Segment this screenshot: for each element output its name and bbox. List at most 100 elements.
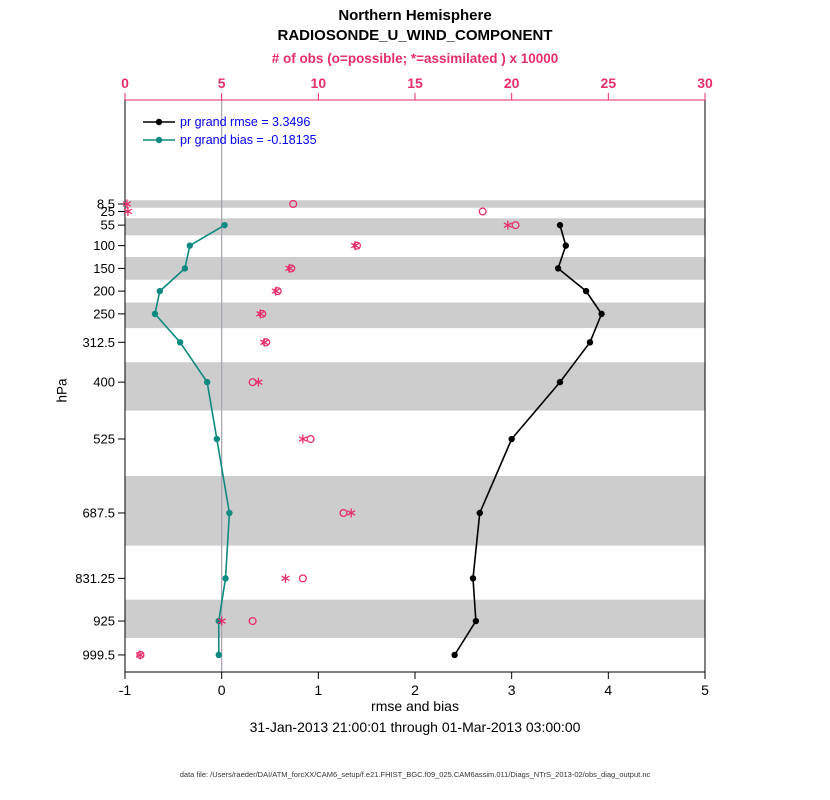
- x-tick-label: 1: [314, 682, 322, 698]
- level-band: [125, 362, 705, 411]
- y-tick-label: 525: [93, 432, 115, 447]
- rmse-point: [554, 265, 562, 272]
- chart-subtitle: RADIOSONDE_U_WIND_COMPONENT: [277, 27, 553, 44]
- rmse-point: [562, 242, 569, 249]
- top-axis-label: # of obs (o=possible; *=assimilated ) x …: [271, 51, 559, 66]
- level-band: [125, 599, 705, 638]
- assimilated-obs-marker: [285, 265, 294, 272]
- y-tick-label: 999.5: [82, 647, 115, 662]
- legend-label-1: pr grand bias = -0.18135: [180, 133, 317, 147]
- assimilated-obs-marker: [298, 436, 308, 442]
- possible-obs-marker: [298, 574, 307, 583]
- assimilated-obs-marker: [346, 510, 356, 516]
- possible-obs-marker: [287, 264, 296, 273]
- y-axis-label: hPa: [54, 378, 70, 403]
- y-tick-label: 8.5: [97, 196, 115, 211]
- level-band: [125, 256, 705, 280]
- legend-label-0: pr grand rmse = 3.3496: [180, 115, 310, 129]
- y-tick-label: 100: [93, 238, 115, 253]
- y-tick-label: 200: [93, 284, 115, 299]
- rmse-line: [453, 224, 603, 656]
- top-tick-label: 15: [407, 75, 423, 91]
- rmse-point: [469, 575, 477, 582]
- rmse-point: [586, 339, 594, 346]
- bias-point: [203, 378, 211, 386]
- x-axis-label: rmse and bias: [371, 698, 459, 714]
- bias-point: [151, 310, 159, 318]
- assimilated-obs-marker: [350, 242, 360, 249]
- y-tick-label: 925: [93, 614, 115, 629]
- bias-point: [226, 509, 233, 517]
- possible-obs-marker: [306, 434, 315, 444]
- top-tick-label: 30: [697, 75, 713, 91]
- x-tick-label: 0: [218, 682, 226, 698]
- bias-point: [156, 287, 163, 295]
- assimilated-obs-marker: [254, 379, 263, 385]
- x-tick-label: -1: [119, 682, 132, 698]
- possible-obs-marker: [248, 378, 257, 387]
- y-tick-label: 55: [101, 218, 115, 233]
- rmse-point: [472, 617, 480, 625]
- assimilated-obs-marker: [256, 311, 265, 317]
- x-tick-label: 3: [508, 682, 516, 698]
- datafile-footer: data file: /Users/raeder/DAI/ATM_forcXX/…: [179, 770, 651, 779]
- x-tick-label: 2: [411, 682, 419, 698]
- top-tick-label: 25: [601, 75, 617, 91]
- possible-obs-marker: [511, 221, 520, 230]
- top-tick-label: 5: [218, 75, 226, 91]
- bias-point: [215, 617, 222, 625]
- y-tick-label: 400: [93, 375, 115, 390]
- assimilated-obs-marker: [122, 201, 132, 207]
- top-tick-label: 0: [121, 75, 129, 91]
- rmse-point: [508, 435, 515, 443]
- assimilated-obs-marker: [259, 339, 269, 346]
- assimilated-obs-marker: [271, 288, 281, 294]
- possible-obs-marker: [262, 338, 271, 347]
- legend-marker-0: [155, 118, 163, 126]
- rmse-point: [598, 310, 605, 318]
- bias-line: [154, 224, 231, 655]
- level-band: [125, 200, 705, 208]
- y-tick-label: 687.5: [82, 505, 115, 520]
- bias-point: [222, 575, 229, 582]
- bias-point: [186, 242, 193, 249]
- rmse-point: [556, 221, 564, 229]
- timespan-label: 31-Jan-2013 21:00:01 through 01-Mar-2013…: [249, 719, 581, 735]
- assimilated-obs-marker: [123, 208, 133, 215]
- level-band: [125, 302, 705, 329]
- possible-obs-marker: [248, 616, 257, 626]
- rmse-point: [451, 651, 458, 659]
- rmse-point: [476, 509, 483, 517]
- y-tick-label: 150: [93, 261, 115, 276]
- bias-point: [181, 265, 189, 272]
- top-tick-label: 20: [504, 75, 520, 91]
- y-tick-label: 250: [93, 306, 115, 321]
- possible-obs-marker: [352, 241, 362, 250]
- assimilated-obs-marker: [217, 618, 226, 624]
- y-tick-label: 25: [101, 204, 115, 219]
- assimilated-obs-marker: [281, 575, 290, 582]
- rmse-point: [556, 378, 564, 386]
- possible-obs-marker: [273, 287, 282, 296]
- rmse-point: [582, 287, 590, 295]
- x-tick-label: 4: [604, 682, 612, 698]
- bias-point: [213, 435, 221, 443]
- possible-obs-marker: [289, 199, 298, 209]
- bias-point: [221, 221, 228, 229]
- assimilated-obs-marker: [135, 652, 145, 658]
- assimilated-obs-marker: [503, 222, 513, 228]
- x-tick-label: 5: [701, 682, 709, 698]
- possible-obs-marker: [339, 508, 348, 518]
- bias-point: [176, 339, 184, 346]
- legend-marker-1: [155, 136, 163, 144]
- top-tick-label: 10: [311, 75, 327, 91]
- possible-obs-marker: [478, 207, 487, 216]
- y-tick-label: 312.5: [82, 335, 115, 350]
- y-tick-label: 831.25: [75, 571, 115, 586]
- bias-point: [215, 651, 222, 659]
- possible-obs-marker: [258, 309, 267, 318]
- level-band: [125, 475, 705, 546]
- chart-title: Northern Hemisphere: [338, 7, 492, 24]
